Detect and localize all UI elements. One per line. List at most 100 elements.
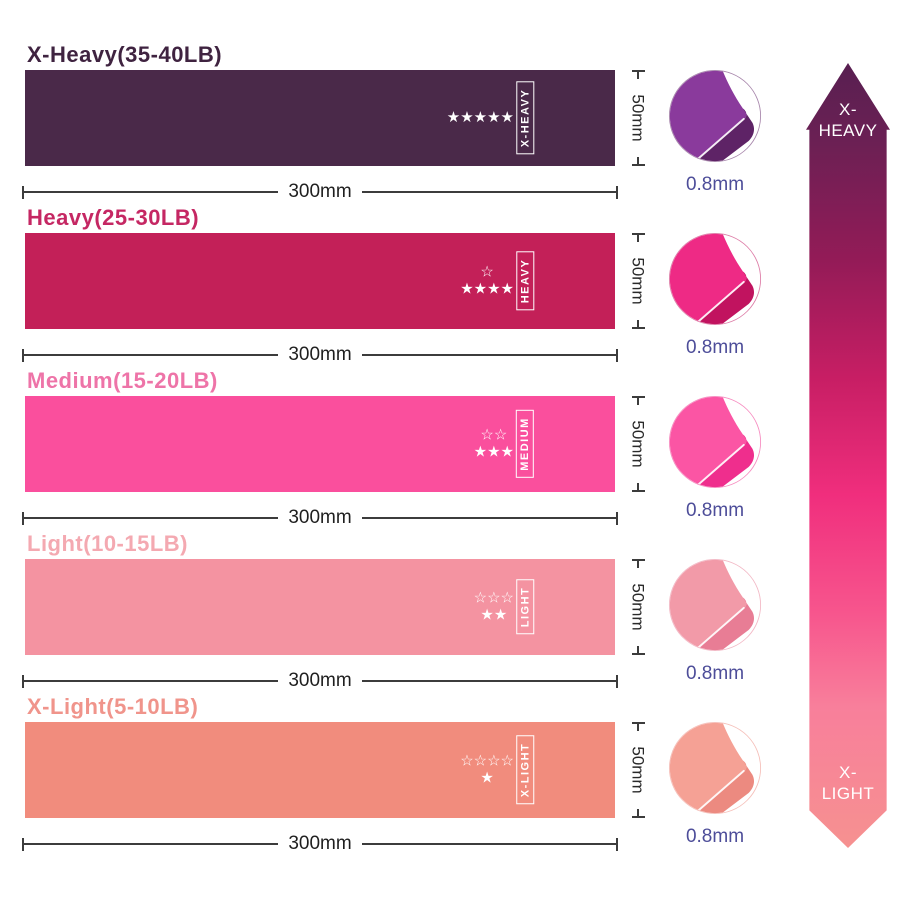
band-row: Heavy(25-30LB) ☆ ★★★★ HEAVY 50mm (0, 203, 660, 366)
dimension-stub (637, 646, 639, 653)
dimension-stub (637, 483, 639, 490)
dimension-tick (616, 837, 619, 851)
thickness-label: 0.8mm (685, 663, 745, 684)
dimension-line (361, 843, 617, 845)
band-name-label: LIGHT (516, 579, 534, 635)
band-rows: X-Heavy(35-40LB) ★★★★★ X-HEAVY 50mm (0, 40, 660, 855)
stars-filled: ★ (480, 769, 494, 786)
height-dimension: 50mm (625, 559, 651, 655)
dimension-line (361, 680, 617, 682)
dimension-tick (631, 653, 645, 655)
thickness-label: 0.8mm (685, 337, 745, 358)
dimension-stub (637, 235, 639, 242)
width-label: 300mm (288, 181, 352, 202)
width-label: 300mm (288, 507, 352, 528)
dimension-tick (22, 674, 24, 688)
stars-empty: ☆☆☆ (473, 589, 514, 607)
star-rating: ☆☆☆ ★★ (473, 589, 514, 624)
thickness-item: 0.8mm (664, 68, 766, 231)
stars-filled: ★★★★★ (446, 108, 514, 126)
dimension-line (24, 191, 279, 193)
band-title: Light(10-15LB) (27, 531, 188, 556)
band-name-label-wrap: MEDIUM (513, 409, 537, 479)
height-dimension: 50mm (625, 722, 651, 818)
thickness-item: 0.8mm (664, 231, 766, 394)
dimension-tick (22, 837, 24, 851)
stars-filled: ★★ (480, 606, 508, 623)
width-dimension: 300mm (22, 507, 619, 529)
dimension-tick (631, 396, 645, 398)
dimension-tick (22, 185, 24, 199)
thickness-item: 0.8mm (664, 720, 766, 883)
band-name-label-wrap: HEAVY (513, 246, 537, 316)
stars-empty: ☆☆☆☆ (460, 752, 514, 770)
thickness-label: 0.8mm (685, 826, 745, 847)
band-fold-image (668, 395, 762, 489)
thickness-label: 0.8mm (685, 174, 745, 195)
dimension-line (24, 354, 279, 356)
dimension-tick (631, 816, 645, 818)
band-title: Medium(15-20LB) (27, 368, 218, 393)
width-label: 300mm (288, 833, 352, 854)
band-name-label-wrap: X-HEAVY (513, 81, 537, 155)
width-label: 300mm (288, 344, 352, 365)
band-name-label: X-HEAVY (516, 81, 534, 155)
dimension-stub (637, 809, 639, 816)
stars-filled: ★★★★ (460, 280, 514, 297)
thickness-column: 0.8mm 0.8mm (664, 0, 766, 883)
height-dimension: 50mm (625, 233, 651, 329)
band-name-label-wrap: X-LIGHT (513, 735, 537, 805)
dimension-tick (631, 164, 645, 166)
width-dimension: 300mm (22, 181, 619, 203)
band-row: X-Heavy(35-40LB) ★★★★★ X-HEAVY 50mm (0, 40, 660, 203)
band-title: X-Heavy(35-40LB) (27, 42, 223, 67)
dimension-line (24, 517, 279, 519)
thickness-item: 0.8mm (664, 394, 766, 557)
dimension-tick (616, 185, 619, 199)
dimension-stub (637, 157, 639, 164)
arrow-bottom-label: X- LIGHT (821, 763, 875, 803)
dimension-tick (616, 511, 619, 525)
band-swatch: ☆☆☆ ★★ LIGHT 50mm (25, 559, 648, 655)
band-name-label: HEAVY (516, 251, 534, 311)
band-fold-image (668, 558, 762, 652)
height-label: 50mm (629, 257, 649, 305)
width-dimension: 300mm (22, 670, 619, 692)
dimension-tick (631, 70, 645, 72)
dimension-tick (616, 348, 619, 362)
dimension-tick (631, 559, 645, 561)
band-swatch: ☆ ★★★★ HEAVY 50mm (25, 233, 648, 329)
dimension-line (361, 191, 617, 193)
band-fold-image (668, 721, 762, 815)
dimension-tick (631, 327, 645, 329)
width-dimension: 300mm (22, 833, 619, 855)
band-name-label-wrap: LIGHT (513, 572, 537, 642)
thickness-label: 0.8mm (685, 500, 745, 521)
band-swatch: ☆☆ ★★★ MEDIUM 50mm (25, 396, 648, 492)
width-dimension: 300mm (22, 344, 619, 366)
dimension-stub (637, 320, 639, 327)
dimension-tick (616, 674, 619, 688)
star-rating: ☆☆☆☆ ★ (460, 752, 514, 787)
dimension-tick (631, 490, 645, 492)
dimension-line (24, 680, 279, 682)
band-name-label: X-LIGHT (516, 735, 534, 805)
band-row: Medium(15-20LB) ☆☆ ★★★ MEDIUM 50mm (0, 366, 660, 529)
height-label: 50mm (629, 746, 649, 794)
dimension-line (361, 354, 617, 356)
height-label: 50mm (629, 420, 649, 468)
dimension-line (361, 517, 617, 519)
dimension-tick (22, 511, 24, 525)
stars-filled: ★★★ (473, 443, 514, 460)
arrow-top-label: X- HEAVY (818, 100, 878, 140)
dimension-stub (637, 561, 639, 568)
height-label: 50mm (629, 94, 649, 142)
dimension-stub (637, 724, 639, 731)
dimension-stub (637, 398, 639, 405)
resistance-scale-arrow: X- HEAVY X- LIGHT (806, 63, 890, 848)
band-swatch: ☆☆☆☆ ★ X-LIGHT 50mm (25, 722, 648, 818)
stars-empty: ☆☆ (480, 426, 508, 444)
band-title: Heavy(25-30LB) (27, 205, 200, 230)
dimension-stub (637, 72, 639, 79)
thickness-item: 0.8mm (664, 557, 766, 720)
